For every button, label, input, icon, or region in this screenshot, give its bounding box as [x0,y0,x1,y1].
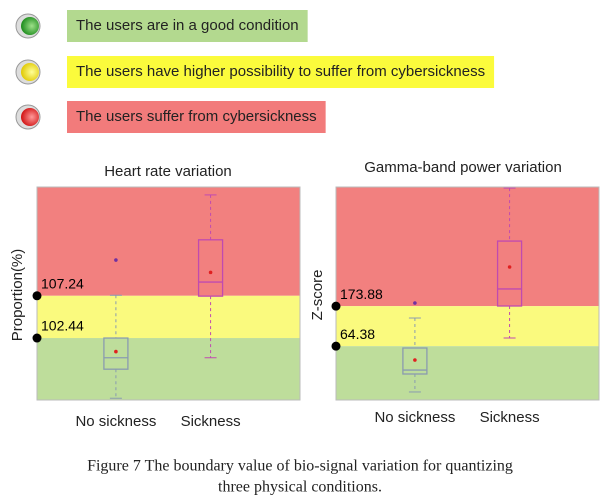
x-tick-label: Sickness [480,409,540,426]
mean [507,265,512,269]
x-tick-label: No sickness [75,413,156,430]
y-axis-label: Proportion(%) [9,249,26,342]
threshold-label: 173.88 [340,286,383,302]
threshold-dot [331,301,341,311]
band-mid [37,295,300,339]
threshold-dot [32,291,42,301]
threshold-label: 102.44 [41,318,84,334]
box [402,347,428,375]
caption-line: Figure 7 The boundary value of bio-signa… [87,458,513,475]
legend-text: The users have higher possibility to suf… [76,63,485,80]
box [197,239,224,297]
legend-icons [15,13,41,130]
legend-box [67,56,495,88]
chart-title: Gamma-band power variation [364,159,562,176]
y-axis-label: Z-score [309,270,326,321]
x-tick-label: Sickness [181,413,241,430]
outlier [413,301,417,305]
box [103,337,129,370]
icon-green [21,17,39,35]
band-high [336,187,599,307]
icon-yellow [21,63,39,81]
mean [413,358,417,362]
legend-text: The users are in a good condition [76,17,299,34]
icon-red [21,108,39,126]
plot-frame [335,186,600,401]
threshold-label: 107.24 [41,275,84,291]
legend-box [67,101,326,133]
x-tick-label: No sickness [374,409,455,426]
outlier [114,258,118,262]
band-low [37,338,300,400]
band-mid [336,306,599,347]
legend-text: The users suffer from cybersickness [76,108,317,125]
band-low [336,346,599,400]
threshold-label: 64.38 [340,326,375,342]
mean [208,270,213,275]
chart-title: Heart rate variation [104,163,232,180]
threshold-dot [331,341,341,351]
legend-box [67,10,308,42]
caption-line: three physical conditions. [218,479,382,496]
mean [114,349,118,354]
band-high [37,187,300,296]
threshold-dot [32,333,42,343]
box [496,240,523,307]
